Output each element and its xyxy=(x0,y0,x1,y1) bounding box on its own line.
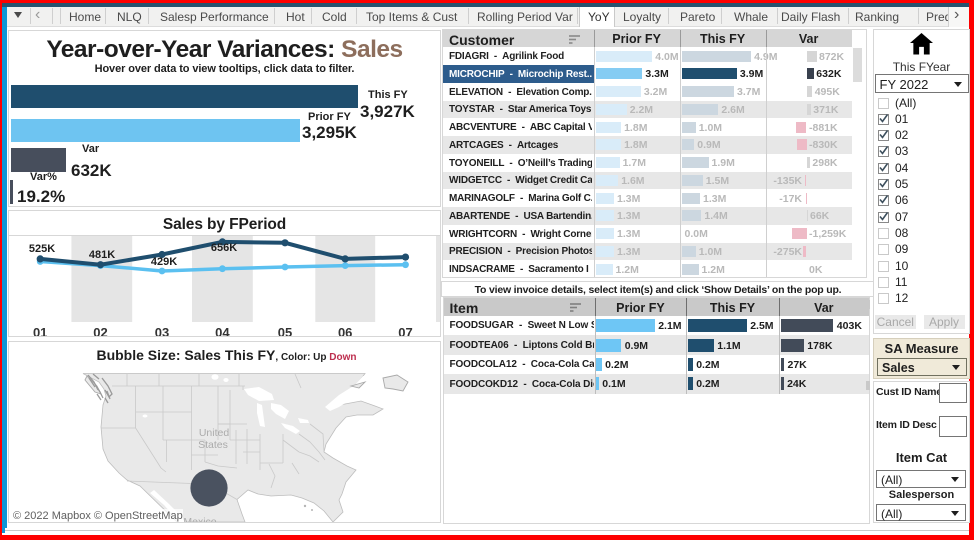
svg-text:04: 04 xyxy=(215,325,230,336)
svg-text:Mexico: Mexico xyxy=(183,516,216,522)
svg-text:429K: 429K xyxy=(151,256,177,268)
svg-text:05: 05 xyxy=(278,325,292,336)
svg-text:01: 01 xyxy=(33,325,47,336)
svg-text:02: 02 xyxy=(93,325,107,336)
svg-text:525K: 525K xyxy=(29,243,55,255)
svg-text:States: States xyxy=(198,439,228,451)
svg-text:03: 03 xyxy=(155,325,169,336)
svg-text:07: 07 xyxy=(398,325,412,336)
svg-text:481K: 481K xyxy=(89,249,115,261)
svg-text:656K: 656K xyxy=(211,242,237,254)
svg-text:© 2022 Mapbox © OpenStreetMap: © 2022 Mapbox © OpenStreetMap xyxy=(13,510,183,522)
svg-text:United: United xyxy=(199,427,230,439)
svg-text:06: 06 xyxy=(338,325,352,336)
